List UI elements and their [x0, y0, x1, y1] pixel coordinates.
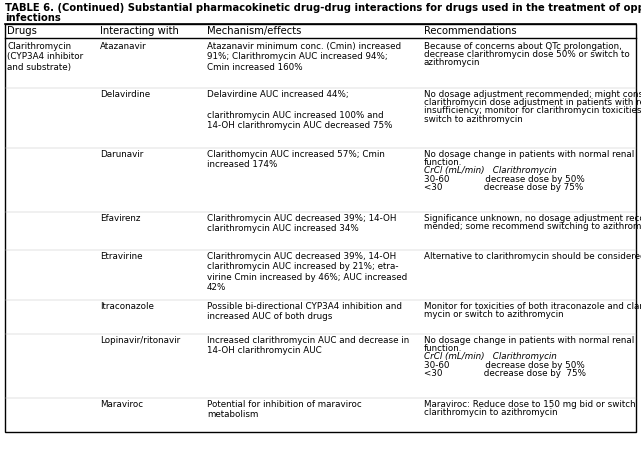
Text: CrCl (mL/min)   Clarithromycin: CrCl (mL/min) Clarithromycin	[424, 352, 557, 361]
Text: Etravirine: Etravirine	[100, 252, 142, 261]
Text: Clarithomycin AUC increased 57%; Cmin
increased 174%: Clarithomycin AUC increased 57%; Cmin in…	[207, 150, 385, 169]
Text: Atazanavir: Atazanavir	[100, 42, 147, 51]
Text: TABLE 6. (Continued) Substantial pharmacokinetic drug-drug interactions for drug: TABLE 6. (Continued) Substantial pharmac…	[5, 3, 641, 13]
Text: Significance unknown, no dosage adjustment recom-: Significance unknown, no dosage adjustme…	[424, 214, 641, 223]
Text: Clarithromycin AUC decreased 39%, 14-OH
clarithromycin AUC increased by 21%; etr: Clarithromycin AUC decreased 39%, 14-OH …	[207, 252, 407, 292]
Text: function.: function.	[424, 158, 462, 167]
Text: Delavirdine: Delavirdine	[100, 90, 150, 99]
Text: Maraviroc: Reduce dose to 150 mg bid or switch: Maraviroc: Reduce dose to 150 mg bid or …	[424, 400, 636, 409]
Text: Darunavir: Darunavir	[100, 150, 144, 159]
Text: Atazanavir minimum conc. (Cmin) increased
91%; Clarithromycin AUC increased 94%;: Atazanavir minimum conc. (Cmin) increase…	[207, 42, 401, 72]
Text: mended; some recommend switching to azithromycin: mended; some recommend switching to azit…	[424, 222, 641, 231]
Text: No dosage change in patients with normal renal: No dosage change in patients with normal…	[424, 150, 634, 159]
Text: Drugs: Drugs	[7, 26, 37, 36]
Text: clarithromycin dose adjustment in patients with renal: clarithromycin dose adjustment in patien…	[424, 98, 641, 107]
Text: <30               decrease dose by 75%: <30 decrease dose by 75%	[424, 183, 583, 192]
Text: infections: infections	[5, 13, 61, 23]
Text: mycin or switch to azithromycin: mycin or switch to azithromycin	[424, 310, 563, 319]
Text: Clarithromycin AUC decreased 39%; 14-OH
clarithromycin AUC increased 34%: Clarithromycin AUC decreased 39%; 14-OH …	[207, 214, 397, 234]
Text: Increased clarithromycin AUC and decrease in
14-OH clarithromycin AUC: Increased clarithromycin AUC and decreas…	[207, 336, 409, 355]
Text: Delavirdine AUC increased 44%;

clarithromycin AUC increased 100% and
14-OH clar: Delavirdine AUC increased 44%; clarithro…	[207, 90, 392, 130]
Text: Clarithromycin
(CYP3A4 inhibitor
and substrate): Clarithromycin (CYP3A4 inhibitor and sub…	[7, 42, 83, 72]
Text: Alternative to clarithromycin should be considered: Alternative to clarithromycin should be …	[424, 252, 641, 261]
Text: Mechanism/effects: Mechanism/effects	[207, 26, 301, 36]
Text: No dosage change in patients with normal renal: No dosage change in patients with normal…	[424, 336, 634, 345]
Text: No dosage adjustment recommended; might consider: No dosage adjustment recommended; might …	[424, 90, 641, 99]
Text: CrCl (mL/min)   Clarithromycin: CrCl (mL/min) Clarithromycin	[424, 167, 557, 176]
Text: Because of concerns about QTc prolongation,: Because of concerns about QTc prolongati…	[424, 42, 622, 51]
Text: azithromycin: azithromycin	[424, 58, 481, 67]
Text: Possible bi-directional CYP3A4 inhibition and
increased AUC of both drugs: Possible bi-directional CYP3A4 inhibitio…	[207, 302, 402, 322]
Text: 30-60             decrease dose by 50%: 30-60 decrease dose by 50%	[424, 361, 585, 370]
Bar	[5, 24, 636, 432]
Text: switch to azithromycin: switch to azithromycin	[424, 115, 523, 124]
Text: clarithromycin to azithromycin: clarithromycin to azithromycin	[424, 408, 558, 417]
Text: Monitor for toxicities of both itraconazole and clarithro-: Monitor for toxicities of both itraconaz…	[424, 302, 641, 311]
Text: Maraviroc: Maraviroc	[100, 400, 143, 409]
Text: insufficiency; monitor for clarithromycin toxicities; or: insufficiency; monitor for clarithromyci…	[424, 106, 641, 116]
Text: Recommendations: Recommendations	[424, 26, 517, 36]
Text: Itraconazole: Itraconazole	[100, 302, 154, 311]
Text: Lopinavir/ritonavir: Lopinavir/ritonavir	[100, 336, 180, 345]
Text: Potential for inhibition of maraviroc
metabolism: Potential for inhibition of maraviroc me…	[207, 400, 362, 419]
Text: 30-60             decrease dose by 50%: 30-60 decrease dose by 50%	[424, 175, 585, 183]
Text: function.: function.	[424, 344, 462, 353]
Text: Efavirenz: Efavirenz	[100, 214, 140, 223]
Text: <30               decrease dose by  75%: <30 decrease dose by 75%	[424, 369, 586, 378]
Text: Interacting with: Interacting with	[100, 26, 179, 36]
Text: decrease clarithromycin dose 50% or switch to: decrease clarithromycin dose 50% or swit…	[424, 50, 629, 59]
